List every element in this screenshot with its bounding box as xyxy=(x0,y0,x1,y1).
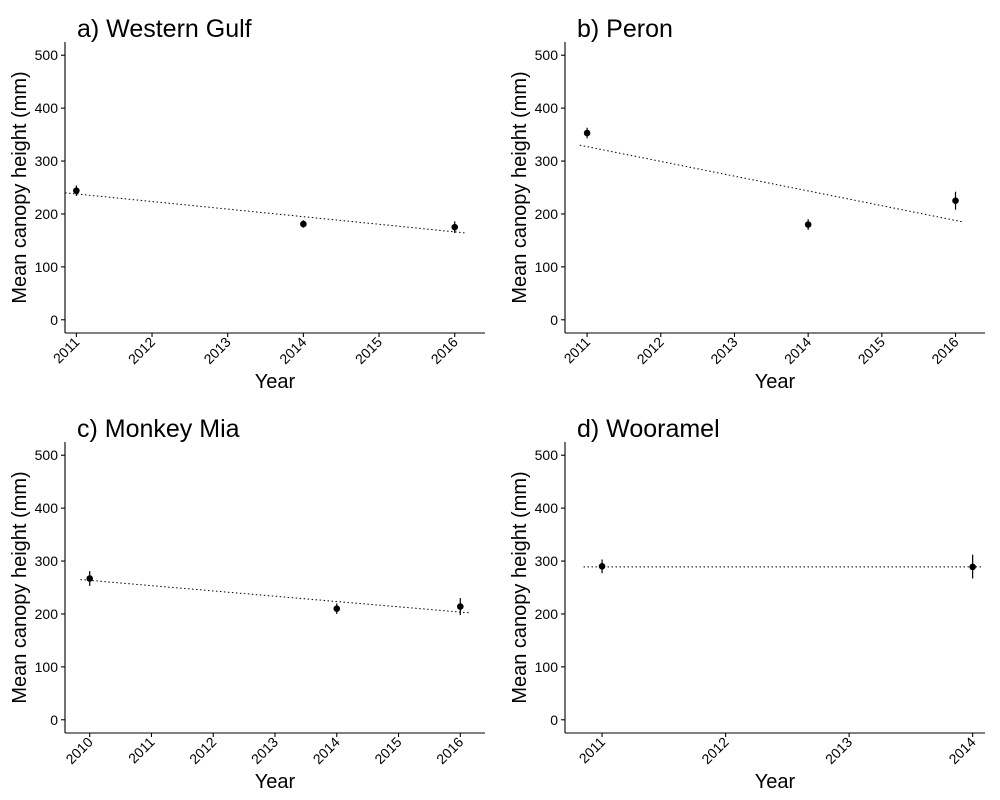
data-point xyxy=(583,129,591,137)
y-tick-label: 200 xyxy=(535,206,559,222)
x-tick-label: 2012 xyxy=(186,734,219,767)
y-tick-label: 100 xyxy=(35,259,59,275)
panel-western-gulf: a) Western Gulf 0 100 200 300 400 500 2011 2012 2… xyxy=(0,0,500,400)
y-tick-label: 400 xyxy=(35,500,59,516)
x-tick-label: 2010 xyxy=(62,734,95,767)
data-point xyxy=(73,187,80,194)
x-tick-label: 2012 xyxy=(125,334,158,367)
trend-line xyxy=(579,144,963,223)
panel-monkey-mia: c) Monkey Mia 0 100 200 300 400 500 2010 2011 201… xyxy=(0,400,500,800)
panel-title: b) Peron xyxy=(577,15,673,43)
chart-svg: a) Western Gulf 0 100 200 300 400 500 2011 2012 2… xyxy=(9,15,485,393)
panel-peron: b) Peron 0 100 200 300 400 500 2011 2012 2013 2014… xyxy=(500,0,1000,400)
x-axis-title: Year xyxy=(255,371,296,393)
y-axis-title: Mean canopy height (mm) xyxy=(9,71,31,303)
y-tick-label: 500 xyxy=(535,47,559,63)
y-tick-label: 100 xyxy=(535,659,559,675)
trend-line xyxy=(80,579,470,614)
x-tick-label: 2015 xyxy=(855,334,888,367)
x-axis-title: Year xyxy=(755,371,796,393)
y-tick-label: 0 xyxy=(50,312,58,328)
x-axis-title: Year xyxy=(255,771,296,793)
x-tick-label: 2013 xyxy=(200,334,233,367)
panel-wooramel: d) Wooramel 0 100 200 300 400 500 2011 2012 2013 2… xyxy=(500,400,1000,800)
data-point xyxy=(804,221,812,228)
x-tick-label: 2011 xyxy=(125,734,158,767)
y-tick-label: 300 xyxy=(35,153,59,169)
y-tick-label: 500 xyxy=(35,447,59,463)
x-tick-label: 2012 xyxy=(634,334,667,367)
y-axis-title: Mean canopy height (mm) xyxy=(509,471,531,703)
x-tick-label: 2014 xyxy=(310,734,343,767)
y-tick-label: 200 xyxy=(35,206,59,222)
panel-title: d) Wooramel xyxy=(577,415,720,443)
data-point xyxy=(456,603,464,610)
data-point xyxy=(598,563,606,570)
x-tick-label: 2014 xyxy=(945,734,978,767)
y-tick-label: 0 xyxy=(550,712,558,728)
panel-title: a) Western Gulf xyxy=(77,15,252,43)
x-tick-label: 2016 xyxy=(433,734,466,767)
x-tick-label: 2016 xyxy=(428,334,461,367)
y-tick-label: 100 xyxy=(35,659,59,675)
y-axis-title: Mean canopy height (mm) xyxy=(9,471,31,703)
y-axis-title: Mean canopy height (mm) xyxy=(509,71,531,303)
x-tick-label: 2016 xyxy=(928,334,961,367)
chart-svg: d) Wooramel 0 100 200 300 400 500 2011 2012 2013 2… xyxy=(509,415,985,793)
chart-svg: c) Monkey Mia 0 100 200 300 400 500 2010 2011 201… xyxy=(9,415,485,793)
chart-svg: b) Peron 0 100 200 300 400 500 2011 2012 2013 2014… xyxy=(509,15,985,393)
data-point xyxy=(969,563,976,571)
y-tick-label: 300 xyxy=(35,553,59,569)
x-tick-label: 2015 xyxy=(371,734,404,767)
panel-title: c) Monkey Mia xyxy=(77,415,240,443)
y-tick-label: 500 xyxy=(35,47,59,63)
y-tick-label: 300 xyxy=(535,553,559,569)
x-tick-label: 2011 xyxy=(50,334,83,367)
y-tick-label: 0 xyxy=(550,312,558,328)
x-tick-label: 2015 xyxy=(352,334,385,367)
y-tick-label: 200 xyxy=(535,606,559,622)
y-tick-label: 100 xyxy=(535,259,559,275)
x-tick-label: 2011 xyxy=(576,734,609,767)
x-tick-label: 2014 xyxy=(276,334,309,367)
y-tick-label: 200 xyxy=(35,606,59,622)
data-point xyxy=(300,220,307,228)
y-tick-label: 0 xyxy=(50,712,58,728)
y-tick-label: 400 xyxy=(535,500,559,516)
data-point xyxy=(451,223,459,231)
trend-line xyxy=(64,192,467,234)
x-axis-title: Year xyxy=(755,771,796,793)
data-point xyxy=(86,575,94,582)
x-tick-label: 2013 xyxy=(248,734,281,767)
y-tick-label: 500 xyxy=(535,447,559,463)
data-point xyxy=(952,197,959,205)
data-point xyxy=(333,605,341,612)
x-tick-label: 2013 xyxy=(707,334,740,367)
x-tick-label: 2013 xyxy=(822,734,855,767)
x-tick-label: 2011 xyxy=(561,334,594,367)
y-tick-label: 400 xyxy=(535,100,559,116)
y-tick-label: 400 xyxy=(35,100,59,116)
x-tick-label: 2012 xyxy=(698,734,731,767)
y-tick-label: 300 xyxy=(535,153,559,169)
x-tick-label: 2014 xyxy=(781,334,814,367)
